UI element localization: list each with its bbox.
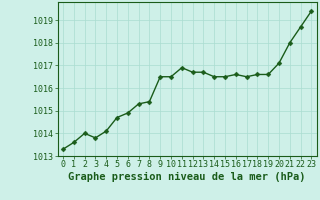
X-axis label: Graphe pression niveau de la mer (hPa): Graphe pression niveau de la mer (hPa) [68, 172, 306, 182]
